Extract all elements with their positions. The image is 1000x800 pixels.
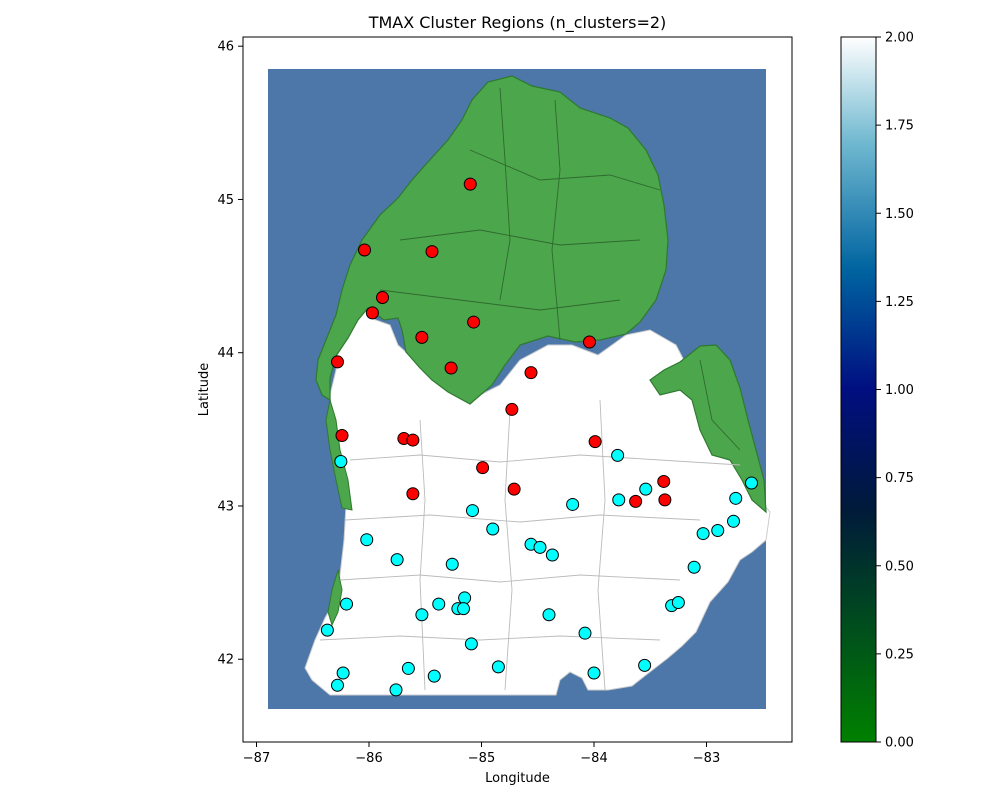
colorbar-gradient (840, 36, 877, 743)
cluster-1-point (612, 493, 626, 507)
x-tick-label: −85 (468, 751, 495, 766)
cluster-0-point (583, 335, 596, 349)
y-axis-label: Latitude (197, 363, 212, 417)
cluster-1-point (687, 560, 701, 574)
cluster-1-point (331, 678, 344, 692)
x-tick-label: −83 (693, 751, 720, 766)
colorbar-tick-label: 0.25 (885, 647, 914, 662)
cluster-1-point (587, 666, 601, 680)
cluster-0-point (331, 355, 344, 369)
cluster-1-point (566, 497, 580, 511)
cluster-1-point (491, 660, 505, 674)
cluster-1-point (696, 527, 710, 541)
cluster-0-point (463, 177, 477, 191)
cluster-1-point (671, 596, 685, 610)
x-axis-label: Longitude (485, 771, 550, 786)
cluster-0-point (467, 315, 481, 329)
x-tick-label: −87 (243, 751, 270, 766)
cluster-1-point (745, 476, 758, 490)
county-boundaries-south (319, 399, 741, 691)
cluster-0-point (376, 291, 389, 305)
cluster-1-point (401, 661, 415, 675)
cluster-0-point (365, 306, 379, 320)
cluster-1-point (445, 557, 459, 571)
cluster-1-point (466, 504, 479, 518)
cluster-1-point (711, 524, 725, 537)
cluster-1-point (340, 597, 353, 611)
colorbar-tick-label: 0.50 (885, 559, 914, 574)
cluster-0-point (476, 461, 490, 475)
colorbar-tick-label: 1.00 (885, 383, 914, 398)
cluster-0-point (505, 402, 519, 416)
colorbar-tick-label: 1.75 (885, 119, 914, 134)
cluster-1-point (336, 666, 350, 680)
cluster-0-point (588, 435, 602, 449)
cluster-1-point (389, 683, 403, 697)
colorbar-ticks: 0.00 0.25 0.50 0.75 1.00 1.25 1.50 1.75 2.00 (876, 31, 914, 751)
cluster-1-point (432, 597, 446, 611)
cluster-region-0-southwest (327, 569, 343, 627)
cluster-0-point (358, 243, 371, 257)
y-tick-label: 46 (217, 40, 234, 55)
cluster-1-point (533, 540, 547, 554)
cluster-0-point (406, 433, 420, 447)
cluster-0-point (657, 474, 671, 488)
map-layer (268, 69, 771, 709)
y-tick-label: 43 (217, 499, 234, 514)
cluster-0-point (425, 245, 439, 259)
y-tick-label: 44 (217, 346, 234, 361)
cluster-1-point (464, 637, 478, 651)
x-tick-label: −84 (580, 751, 607, 766)
colorbar-tick-label: 0.75 (885, 471, 914, 486)
cluster-1-point (639, 482, 653, 496)
cluster-1-point (611, 448, 625, 462)
cluster-region-0-thumb (649, 344, 767, 514)
main-axes: −87 −86 −85 −84 −83 42 43 44 45 46 TMAX Cluster … (197, 13, 793, 786)
cluster-1-point (729, 491, 743, 505)
cluster-0-point (444, 361, 458, 375)
y-axis-ticks: 42 43 44 45 46 (217, 40, 243, 668)
cluster-0-point (658, 493, 672, 507)
cluster-1-point (457, 602, 470, 616)
cluster-1-point (415, 608, 429, 622)
cluster-1-point (727, 514, 740, 528)
cluster-0-point (524, 366, 538, 380)
cluster-1-point (320, 623, 334, 637)
cluster-0-point (507, 482, 521, 496)
colorbar: 0.00 0.25 0.50 0.75 1.00 1.25 1.50 1.75 2.00 (840, 31, 914, 751)
colorbar-tick-label: 1.50 (885, 207, 914, 222)
cluster-0-point (629, 494, 643, 508)
county-boundaries (379, 87, 741, 451)
x-axis-ticks: −87 −86 −85 −84 −83 (243, 742, 720, 766)
cluster-1-point (542, 608, 556, 622)
cluster-1-point (545, 548, 559, 562)
cluster-1-point (390, 553, 404, 567)
cluster-1-point (427, 669, 441, 683)
cluster-0-point (406, 487, 420, 501)
colorbar-tick-label: 2.00 (885, 31, 914, 46)
cluster-0-point (415, 330, 429, 344)
cluster-1-point (578, 626, 592, 640)
colorbar-tick-label: 1.25 (885, 295, 914, 310)
cluster-1-point (334, 455, 348, 469)
colorbar-tick-label: 0.00 (885, 736, 914, 751)
cluster-1-point (360, 533, 374, 547)
y-tick-label: 42 (217, 653, 234, 668)
cluster-1-point (638, 658, 652, 672)
cluster-1-point (486, 522, 500, 536)
cluster-region-0-north (315, 75, 669, 405)
x-tick-label: −86 (355, 751, 382, 766)
cluster-0-point (335, 428, 349, 442)
cluster-1-point (458, 591, 472, 605)
y-tick-label: 45 (217, 193, 234, 208)
axes-frame (242, 36, 793, 743)
chart-title: TMAX Cluster Regions (n_clusters=2) (368, 13, 667, 33)
station-points (320, 177, 758, 697)
